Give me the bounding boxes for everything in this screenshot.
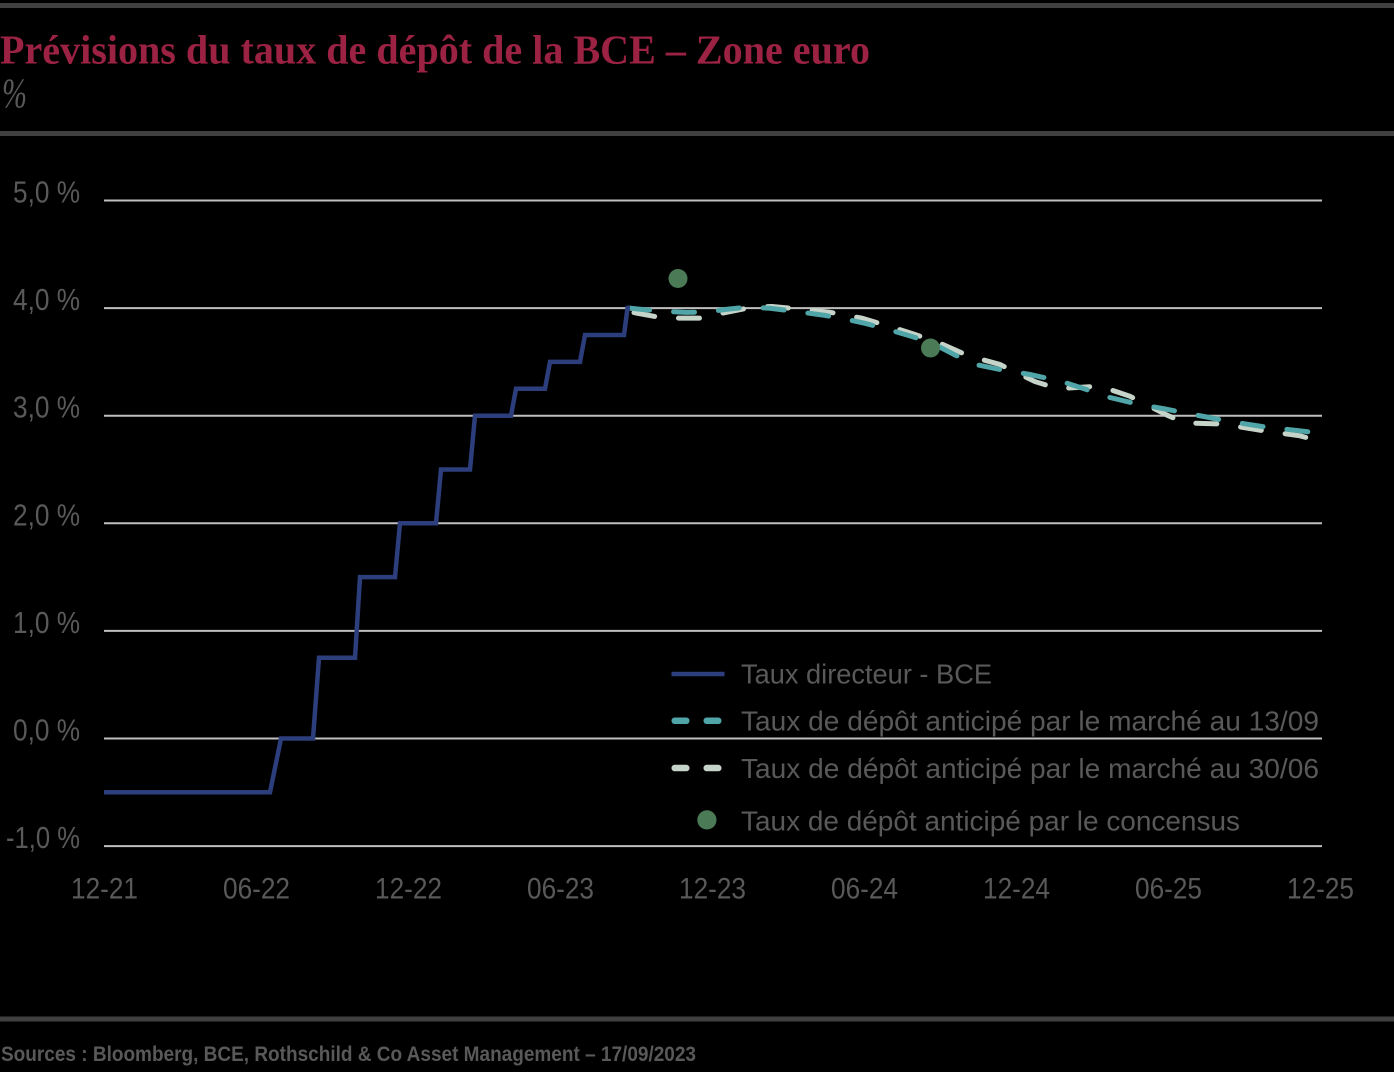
svg-text:1,0 %: 1,0 % [13, 605, 80, 640]
svg-text:2,0 %: 2,0 % [13, 497, 80, 532]
svg-text:Sources : Bloomberg, BCE, Roth: Sources : Bloomberg, BCE, Rothschild & C… [1, 1043, 696, 1066]
svg-text:06-25: 06-25 [1135, 873, 1202, 906]
svg-text:Taux de dépôt anticipé par le: Taux de dépôt anticipé par le marché au … [741, 753, 1319, 784]
svg-text:0,0 %: 0,0 % [13, 713, 80, 748]
svg-text:3,0 %: 3,0 % [13, 390, 80, 425]
svg-text:Taux de dépôt anticipé par le: Taux de dépôt anticipé par le concensus [741, 806, 1240, 837]
svg-text:12-23: 12-23 [679, 873, 746, 906]
svg-text:Taux directeur - BCE: Taux directeur - BCE [741, 659, 992, 690]
svg-text:4,0 %: 4,0 % [13, 282, 80, 317]
svg-text:12-21: 12-21 [71, 873, 138, 906]
svg-text:%: % [2, 72, 27, 118]
svg-text:12-25: 12-25 [1287, 873, 1354, 906]
svg-text:06-22: 06-22 [223, 873, 290, 906]
svg-text:Prévisions du taux de dépôt de: Prévisions du taux de dépôt de la BCE – … [0, 27, 870, 73]
svg-text:12-24: 12-24 [983, 873, 1050, 906]
svg-text:-1,0 %: -1,0 % [6, 820, 80, 855]
svg-text:06-23: 06-23 [527, 873, 594, 906]
svg-text:5,0 %: 5,0 % [13, 175, 80, 210]
svg-text:12-22: 12-22 [375, 873, 442, 906]
svg-text:Taux de dépôt anticipé par le: Taux de dépôt anticipé par le marché au … [741, 706, 1319, 737]
svg-text:06-24: 06-24 [831, 873, 898, 906]
